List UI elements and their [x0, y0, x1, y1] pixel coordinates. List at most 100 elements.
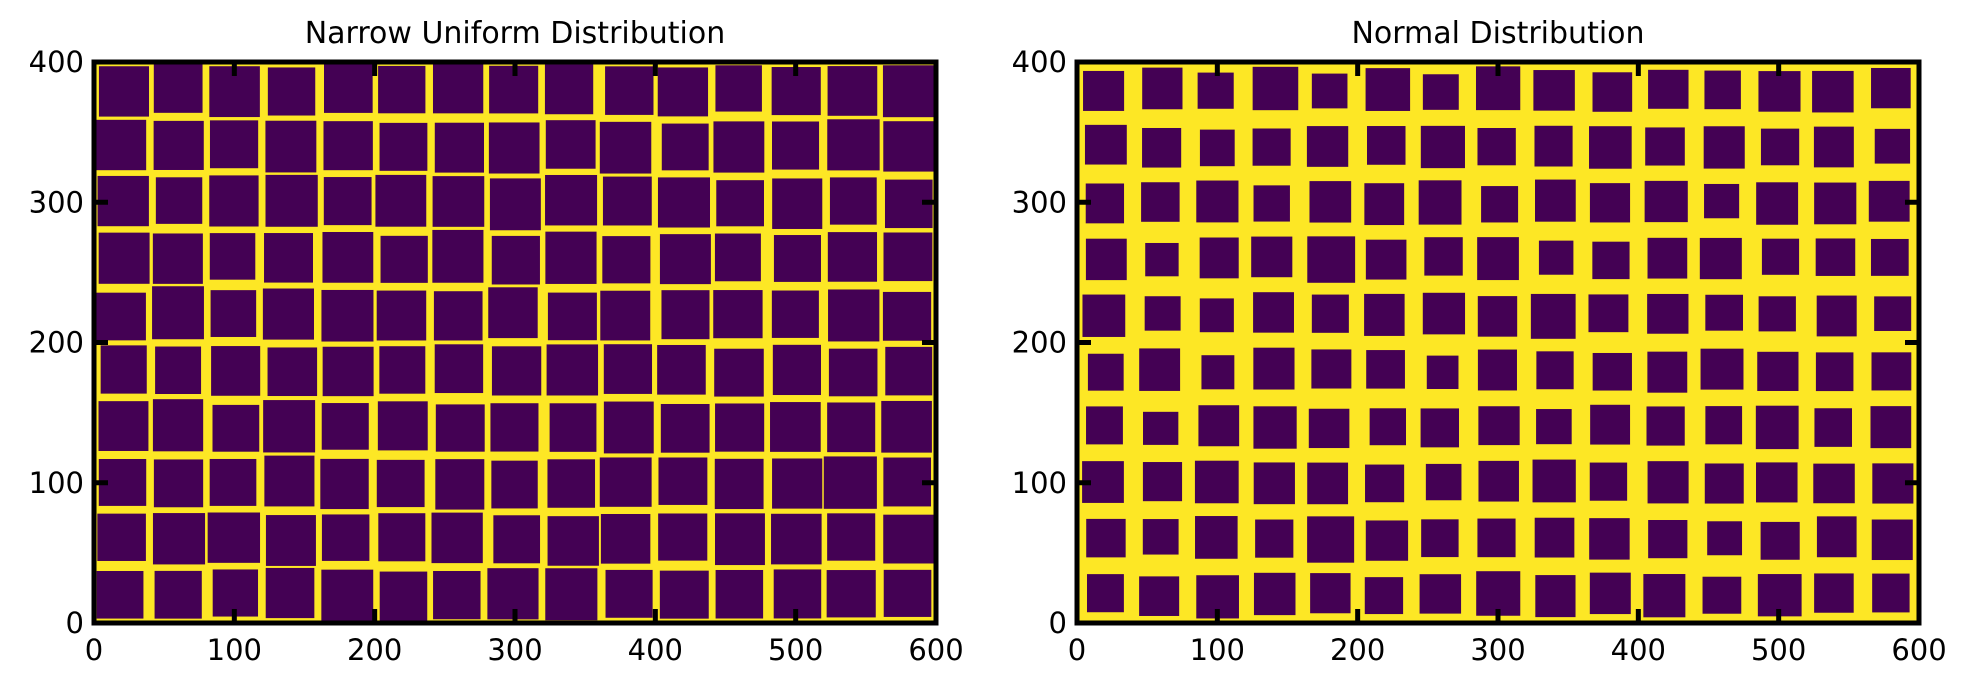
square-mark	[1194, 460, 1239, 504]
square-mark	[1870, 238, 1909, 276]
square-mark	[1364, 577, 1404, 615]
square-mark	[1760, 521, 1800, 560]
square-mark	[1536, 409, 1572, 445]
square-mark	[1306, 126, 1349, 167]
square-mark	[827, 232, 878, 282]
square-mark	[1253, 347, 1295, 390]
square-mark	[1756, 182, 1799, 225]
square-mark	[431, 512, 483, 564]
square-mark	[544, 64, 594, 115]
square-mark	[605, 66, 654, 115]
x-tick-label: 200	[347, 633, 402, 667]
x-tick-label: 300	[1470, 633, 1525, 667]
square-mark	[1592, 352, 1632, 391]
square-mark	[1755, 405, 1799, 450]
square-mark	[547, 516, 599, 566]
square-mark	[1478, 460, 1519, 502]
square-mark	[602, 176, 652, 226]
square-mark	[715, 569, 764, 619]
square-mark	[773, 235, 821, 282]
square-mark	[1366, 126, 1406, 165]
square-mark	[1311, 349, 1352, 389]
square-mark	[100, 345, 147, 394]
x-tick-label: 100	[1190, 633, 1245, 667]
square-mark	[490, 403, 539, 452]
square-mark	[1308, 408, 1350, 449]
square-mark	[152, 513, 206, 565]
y-tick-label: 100	[29, 466, 84, 500]
square-mark	[1426, 355, 1459, 389]
square-mark	[96, 570, 144, 619]
square-mark	[321, 569, 374, 621]
square-mark	[1534, 517, 1575, 558]
square-mark	[1647, 293, 1689, 334]
square-mark	[320, 458, 369, 510]
square-mark	[714, 233, 761, 282]
square-mark	[600, 290, 651, 341]
square-mark	[152, 286, 204, 340]
square-mark	[599, 457, 652, 507]
square-mark	[1253, 572, 1296, 616]
square-mark	[1419, 574, 1462, 614]
square-mark	[435, 459, 485, 510]
square-mark	[155, 177, 203, 224]
square-mark	[1311, 294, 1349, 333]
x-tick-label: 100	[207, 633, 262, 667]
square-mark	[321, 514, 370, 561]
square-mark	[549, 403, 597, 452]
square-mark	[1647, 237, 1688, 279]
square-mark	[1421, 519, 1459, 558]
square-mark	[488, 287, 538, 339]
y-tick-label: 400	[29, 45, 84, 79]
square-mark	[1253, 185, 1290, 222]
square-mark	[658, 513, 708, 561]
y-tick-label: 100	[1012, 466, 1067, 500]
chart-title: Normal Distribution	[1351, 16, 1644, 51]
square-mark	[545, 120, 596, 169]
square-mark	[377, 401, 428, 451]
square-mark	[1420, 125, 1465, 169]
square-mark	[1707, 521, 1743, 556]
y-tick-label: 300	[29, 185, 84, 219]
square-mark	[264, 233, 313, 283]
square-mark	[1477, 518, 1516, 558]
square-mark	[1366, 350, 1405, 389]
square-mark	[379, 571, 428, 622]
square-mark	[432, 176, 485, 227]
x-tick-label: 500	[1751, 633, 1806, 667]
square-mark	[265, 567, 315, 619]
square-mark	[828, 289, 880, 342]
square-mark	[432, 62, 484, 114]
square-mark	[1142, 462, 1183, 502]
square-mark	[603, 344, 653, 394]
square-mark	[1422, 292, 1466, 335]
square-mark	[1536, 351, 1574, 390]
square-mark	[827, 66, 878, 116]
square-mark	[1369, 408, 1407, 446]
square-mark	[1647, 351, 1688, 393]
square-mark	[1705, 294, 1744, 331]
square-mark	[1142, 519, 1179, 555]
square-mark	[1139, 576, 1180, 616]
square-mark	[1646, 406, 1685, 446]
square-mark	[770, 402, 821, 452]
square-mark	[772, 121, 820, 170]
square-mark	[1477, 128, 1516, 166]
square-mark	[265, 515, 316, 566]
square-mark	[1874, 128, 1911, 164]
square-mark	[1087, 353, 1124, 391]
square-mark	[267, 67, 316, 116]
y-tick-label: 200	[29, 326, 84, 360]
square-mark	[1255, 519, 1294, 558]
square-mark	[1481, 186, 1519, 223]
square-mark	[153, 459, 204, 508]
square-mark	[1365, 239, 1407, 280]
square-mark	[1365, 68, 1411, 111]
square-mark	[1647, 461, 1689, 504]
square-mark	[1086, 518, 1126, 558]
square-mark	[1530, 293, 1576, 339]
square-mark	[658, 457, 708, 505]
square-mark	[1532, 459, 1576, 503]
y-tick-label: 300	[1012, 185, 1067, 219]
